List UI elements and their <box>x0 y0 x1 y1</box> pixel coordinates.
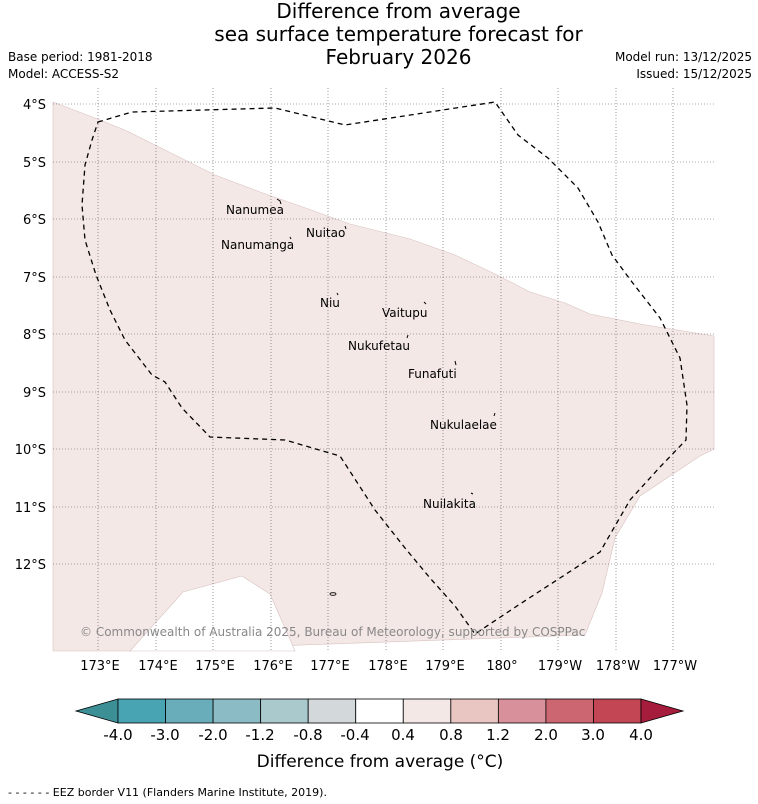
gridlines <box>53 88 714 651</box>
model-run: Model run: 13/12/2025 <box>614 50 752 64</box>
colorbar-high-extend <box>640 698 685 724</box>
colorbar-ticks: -4.0 -3.0 -2.0 -1.2 -0.8 -0.4 0.4 0.8 1.… <box>103 726 653 744</box>
lon-label: 174°E <box>138 659 178 674</box>
colorbar-tick: 0.4 <box>391 726 415 744</box>
latitude-labels: 4°S 5°S 6°S 7°S 8°S 9°S 10°S 11°S 12°S <box>15 98 46 573</box>
lon-label: 177°W <box>653 659 697 674</box>
colorbar-tick: -4.0 <box>103 726 132 744</box>
neutral-region <box>129 575 296 652</box>
map-title: Difference from average sea surface temp… <box>0 0 758 69</box>
lat-label: 6°S <box>23 213 46 228</box>
longitude-labels: 173°E 174°E 175°E 176°E 177°E 178°E 179°… <box>80 659 697 674</box>
colorbar-box <box>117 698 166 724</box>
colorbar-box <box>260 698 309 724</box>
lon-label: 178°E <box>368 659 408 674</box>
place-label-niu: Niu <box>320 296 340 310</box>
lon-label: 180° <box>486 659 517 674</box>
place-label-nanumea: Nanumea <box>226 203 284 217</box>
meta-right: Model run: 13/12/2025 Issued: 15/12/2025 <box>615 49 752 83</box>
colorbar-box <box>402 698 452 724</box>
colorbar: -4.0 -3.0 -2.0 -1.2 -0.8 -0.4 0.4 0.8 1.… <box>74 698 685 744</box>
colorbar-box <box>355 698 404 724</box>
colorbar-tick: -1.2 <box>245 726 274 744</box>
colorbar-low-extend <box>74 698 119 724</box>
colorbar-box <box>593 698 642 724</box>
place-label-nuitao: Nuitao <box>306 226 345 240</box>
place-labels: Nanumea Nuitao Nanumanga Niu Vaitupu Nuk… <box>221 203 497 511</box>
colorbar-tick: -3.0 <box>150 726 179 744</box>
place-label-nukufetau: Nukufetau <box>348 339 410 353</box>
issued-date: Issued: 15/12/2025 <box>636 67 752 81</box>
meta-left: Base period: 1981-2018 Model: ACCESS-S2 <box>8 49 153 83</box>
lat-label: 12°S <box>15 558 46 573</box>
lat-label: 10°S <box>15 443 46 458</box>
colorbar-box <box>497 698 547 724</box>
title-line-1: Difference from average <box>276 0 521 23</box>
colorbar-tick: 1.2 <box>486 726 510 744</box>
island-marks <box>276 198 496 596</box>
colorbar-tick: -0.4 <box>340 726 369 744</box>
lon-label: 179°W <box>538 659 582 674</box>
lon-label: 175°E <box>195 659 235 674</box>
colorbar-tick: 4.0 <box>629 726 653 744</box>
model-name: Model: ACCESS-S2 <box>8 67 120 81</box>
lat-label: 5°S <box>23 156 46 171</box>
colorbar-boxes <box>117 698 642 724</box>
colorbar-box <box>212 698 262 724</box>
anomaly-fill-region <box>52 101 715 652</box>
eez-border <box>81 101 688 635</box>
lon-label: 178°W <box>596 659 640 674</box>
title-line-2: sea surface temperature forecast for <box>214 22 583 46</box>
place-label-vaitupu: Vaitupu <box>382 306 428 320</box>
colorbar-label: Difference from average (°C) <box>256 752 504 772</box>
lon-label: 179°E <box>425 659 465 674</box>
lon-label: 176°E <box>253 659 293 674</box>
base-period: Base period: 1981-2018 <box>8 50 153 64</box>
lat-label: 8°S <box>23 328 46 343</box>
place-label-funafuti: Funafuti <box>408 367 457 381</box>
colorbar-tick: -0.8 <box>293 726 322 744</box>
lon-label: 177°E <box>310 659 350 674</box>
title-line-3: February 2026 <box>325 45 472 69</box>
colorbar-box <box>450 698 499 724</box>
place-label-nuilakita: Nuilakita <box>423 497 476 511</box>
place-label-nanumanga: Nanumanga <box>221 238 294 252</box>
colorbar-tick: 2.0 <box>534 726 558 744</box>
lat-label: 11°S <box>15 501 46 516</box>
eez-footnote: - - - - - - EEZ border V11 (Flanders Mar… <box>8 786 327 799</box>
colorbar-box <box>165 698 214 724</box>
colorbar-tick: -2.0 <box>198 726 227 744</box>
lat-label: 9°S <box>23 386 46 401</box>
colorbar-box <box>307 698 357 724</box>
lat-label: 4°S <box>23 98 46 113</box>
lon-label: 173°E <box>80 659 120 674</box>
lat-label: 7°S <box>23 271 46 286</box>
copyright-text: © Commonwealth of Australia 2025, Bureau… <box>80 625 585 639</box>
colorbar-box <box>545 698 594 724</box>
colorbar-tick: 0.8 <box>439 726 463 744</box>
colorbar-tick: 3.0 <box>581 726 605 744</box>
place-label-nukulaelae: Nukulaelae <box>430 418 497 432</box>
